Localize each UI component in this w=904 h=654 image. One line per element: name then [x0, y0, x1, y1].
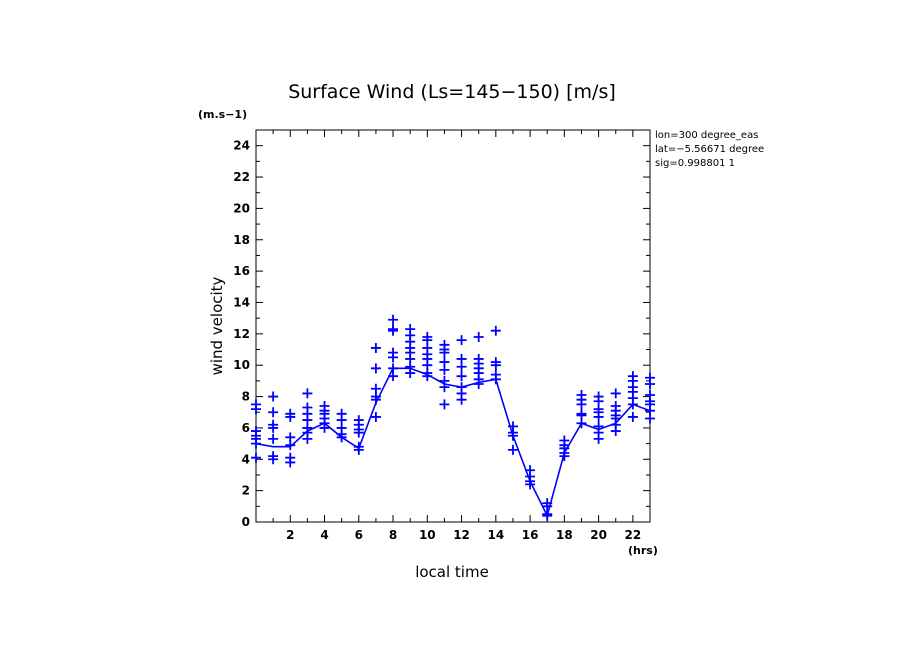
data-point [353, 441, 364, 452]
y-tick-label: 6 [242, 421, 250, 435]
data-point [370, 363, 381, 374]
data-point [576, 408, 587, 419]
x-tick-label: 20 [590, 528, 607, 542]
data-point [268, 433, 279, 444]
x-tick-label: 16 [522, 528, 539, 542]
data-point [285, 452, 296, 463]
data-point [388, 314, 399, 325]
data-point [268, 451, 279, 462]
x-tick-label: 10 [419, 528, 436, 542]
data-point [490, 357, 501, 368]
data-point [302, 402, 313, 413]
data-point [439, 375, 450, 386]
info-lat: lat=−5.56671 degree [655, 144, 764, 155]
data-point [473, 353, 484, 364]
mean-line [255, 367, 651, 518]
y-axis-label: wind velocity [208, 276, 226, 375]
y-tick-label: 4 [242, 452, 250, 466]
x-tick-label: 8 [389, 528, 397, 542]
x-axis-label: local time [415, 563, 489, 581]
data-point [405, 324, 416, 335]
data-point [439, 399, 450, 410]
data-point [370, 342, 381, 353]
y-tick-label: 12 [233, 327, 250, 341]
data-point [268, 391, 279, 402]
data-point [302, 388, 313, 399]
info-lon: lon=300 degree_eas [655, 130, 758, 141]
data-point [507, 421, 518, 432]
data-point [525, 465, 536, 476]
data-point [422, 331, 433, 342]
chart-title: Surface Wind (Ls=145−150) [m/s] [288, 81, 616, 103]
data-point [456, 335, 467, 346]
y-tick-label: 10 [233, 358, 250, 372]
data-point [645, 372, 655, 383]
data-point [285, 408, 296, 419]
x-tick-label: 12 [453, 528, 470, 542]
x-tick-label: 4 [320, 528, 328, 542]
data-point [439, 357, 450, 368]
data-point [593, 421, 604, 432]
data-point [388, 324, 399, 335]
x-unit-label: (hrs) [628, 544, 658, 557]
y-tick-label: 2 [242, 484, 250, 498]
data-point [542, 498, 553, 509]
data-point [370, 383, 381, 394]
data-point [285, 432, 296, 443]
data-point [370, 411, 381, 422]
y-tick-label: 16 [233, 264, 250, 278]
data-point [388, 347, 399, 358]
x-tick-label: 6 [355, 528, 363, 542]
data-point [645, 389, 655, 400]
data-point [456, 382, 467, 393]
y-tick-label: 18 [233, 233, 250, 247]
x-tick-label: 14 [487, 528, 504, 542]
y-tick-label: 0 [242, 515, 250, 529]
data-point [507, 444, 518, 455]
series-layer [251, 314, 655, 521]
x-tick-label: 2 [286, 528, 294, 542]
data-point [473, 331, 484, 342]
info-sig: sig=0.998801 1 [655, 158, 735, 169]
data-point [439, 339, 450, 350]
data-point [576, 389, 587, 400]
data-point [268, 407, 279, 418]
data-point [319, 400, 330, 411]
data-point [456, 371, 467, 382]
data-point [627, 411, 638, 422]
data-point [251, 399, 261, 410]
data-point [559, 435, 570, 446]
data-point [251, 426, 261, 437]
data-point [610, 400, 621, 411]
y-tick-label: 14 [233, 295, 250, 309]
y-tick-label: 24 [233, 139, 250, 153]
data-point [456, 353, 467, 364]
plot-frame [255, 129, 651, 523]
x-tick-label: 18 [556, 528, 573, 542]
info-block: lon=300 degree_eas lat=−5.56671 degree s… [655, 130, 764, 169]
data-point [268, 419, 279, 430]
y-tick-label: 22 [233, 170, 250, 184]
data-point [593, 391, 604, 402]
y-unit-label: (m.s−1) [198, 108, 247, 121]
data-point [336, 408, 347, 419]
data-point [490, 325, 501, 336]
data-point [353, 415, 364, 426]
data-point [490, 369, 501, 380]
y-tick-label: 20 [233, 201, 250, 215]
data-point [251, 452, 261, 463]
data-point [610, 388, 621, 399]
data-point [388, 363, 399, 374]
y-tick-label: 8 [242, 390, 250, 404]
x-tick-label: 22 [625, 528, 642, 542]
axis-ticks [256, 130, 650, 522]
data-point [627, 371, 638, 382]
